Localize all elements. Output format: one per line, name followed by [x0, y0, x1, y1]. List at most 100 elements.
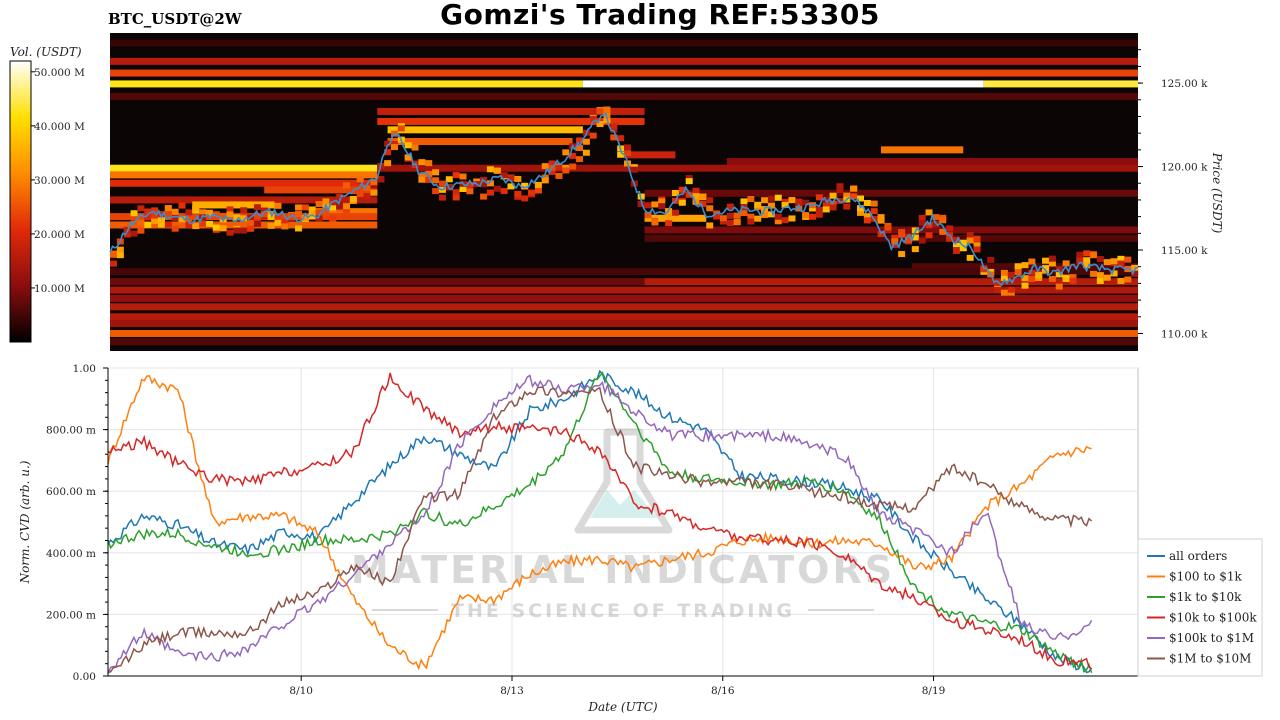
heatmap-cell: [267, 222, 275, 229]
liquidity-band: [192, 201, 275, 209]
heatmap-cell: [274, 202, 282, 209]
heatmap-cell: [521, 182, 529, 189]
heatmap-cell: [1014, 269, 1022, 276]
heatmap-cell: [761, 211, 769, 218]
heatmap-cell: [966, 237, 974, 244]
heatmap-cell: [918, 214, 926, 221]
heatmap-cell: [548, 168, 556, 175]
heatmap-cell: [1069, 274, 1077, 281]
heatmap-cell: [952, 247, 960, 254]
heatmap-cell: [863, 217, 871, 224]
heatmap-cell: [178, 216, 186, 223]
heatmap-cell: [452, 189, 460, 196]
heatmap-cell: [767, 211, 775, 218]
liquidity-band: [624, 151, 676, 159]
heatmap-cell: [1103, 274, 1111, 281]
heatmap-cell: [836, 183, 844, 190]
heatmap-cell: [781, 198, 789, 205]
heatmap-cell: [432, 188, 440, 195]
heatmap-cell: [781, 202, 789, 209]
heatmap-cell: [1028, 258, 1036, 265]
liquidity-band: [387, 138, 573, 146]
heatmap-cell: [843, 192, 851, 199]
colorbar-tick-label: 40.000 M: [34, 121, 85, 133]
heatmap-cell: [836, 187, 844, 194]
cvd-legend: all orders $100 to $1k $1k to $10k $10k to …: [1137, 538, 1263, 677]
heatmap-cell: [877, 217, 885, 224]
heatmap-cell: [377, 176, 385, 183]
heatmap-cell: [713, 213, 721, 220]
heatmap-cell: [624, 149, 631, 156]
liquidity-band: [264, 186, 378, 194]
price-tick-label: 110.00 k: [1161, 328, 1208, 340]
heatmap-cell: [171, 214, 179, 221]
heatmap-cell: [425, 170, 433, 177]
heatmap-cell: [829, 200, 837, 207]
heatmap-cell: [610, 134, 618, 141]
heatmap-cell: [761, 197, 769, 204]
heatmap-cell: [726, 212, 734, 219]
heatmap-cell: [1014, 263, 1022, 270]
heatmap-cell: [1110, 270, 1118, 277]
heatmap-cell: [253, 204, 261, 211]
heatmap-cell: [952, 241, 960, 248]
heatmap-cell: [1103, 259, 1111, 266]
heatmap-cell: [973, 246, 981, 253]
legend-box: [1137, 538, 1263, 677]
legend-label: $1k to $10k: [1169, 590, 1242, 604]
heatmap-cell: [301, 204, 309, 211]
liquidity-band: [110, 329, 1138, 337]
heatmap-cell: [562, 167, 570, 174]
liquidity-band: [110, 171, 378, 179]
colorbar-tick-label: 10.000 M: [34, 283, 85, 295]
heatmap-cell: [205, 220, 213, 227]
liquidity-band: [644, 278, 1138, 286]
heatmap-cell: [315, 200, 323, 207]
heatmap-cell: [432, 177, 440, 184]
heatmap-cell: [1000, 269, 1008, 276]
heatmap-cell: [925, 232, 933, 239]
heatmap-cell: [870, 208, 878, 215]
heatmap-cell: [699, 200, 707, 207]
heatmap-cell: [486, 189, 494, 196]
heatmap-cell: [308, 210, 316, 217]
heatmap-cell: [144, 221, 152, 228]
price-tick-label: 120.00 k: [1161, 162, 1208, 174]
liquidity-band: [644, 214, 707, 222]
heatmap-cell: [1083, 257, 1091, 264]
heatmap-cell: [589, 115, 597, 122]
heatmap-cell: [829, 192, 837, 199]
heatmap-cell: [994, 279, 1002, 286]
cvd-series-line: [107, 374, 1093, 674]
heatmap-cell: [151, 212, 159, 219]
liquidity-band: [110, 57, 1138, 65]
heatmap-cell: [795, 205, 803, 212]
cvd-series-line: [107, 371, 1093, 674]
heatmap-cell: [480, 181, 488, 188]
heatmap-cell: [356, 191, 364, 198]
heatmap-cell: [644, 211, 652, 218]
heatmap-cell: [110, 251, 117, 258]
heatmap-cell: [425, 160, 433, 167]
watermark-brand: MATERIAL INDICATORS: [351, 548, 895, 592]
heatmap-cell: [1028, 276, 1036, 283]
heatmap-cell: [459, 185, 467, 192]
heatmap-cell: [500, 172, 508, 179]
heatmap-cell: [617, 151, 625, 158]
heatmap-cell: [493, 167, 501, 174]
heatmap-cell: [966, 254, 974, 261]
heatmap-cell: [706, 205, 714, 212]
heatmap-cell: [308, 206, 316, 213]
heatmap-cell: [1090, 270, 1098, 277]
heatmap-cell: [1069, 277, 1077, 284]
pair-label: BTC_USDT@2W: [108, 10, 242, 28]
heatmap-cell: [507, 183, 515, 190]
heatmap-cell: [726, 203, 734, 210]
heatmap-cell: [1076, 251, 1084, 258]
liquidity-band: [110, 338, 1138, 346]
liquidity-band: [110, 196, 378, 204]
heatmap-cell: [301, 214, 309, 221]
heatmap-cell: [767, 202, 775, 209]
heatmap-cell: [247, 225, 255, 232]
